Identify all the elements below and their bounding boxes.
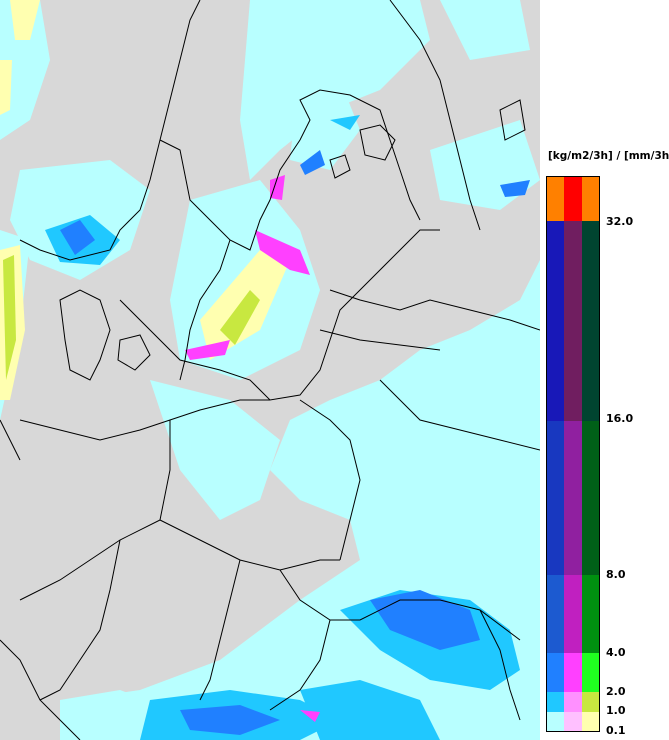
legend-class-5 <box>547 692 599 712</box>
legend: [kg/m2/3h] / [mm/3h] 32.0 16.0 8.0 4.0 2.0 1.… <box>540 0 669 740</box>
legend-class-1 <box>547 221 599 421</box>
legend-swatch <box>581 421 599 575</box>
legend-class-6 <box>547 712 599 731</box>
legend-swatch <box>547 653 565 692</box>
legend-unit-label: [kg/m2/3h] / [mm/3h] <box>548 150 669 162</box>
legend-class-0 <box>547 177 599 221</box>
legend-swatch <box>547 221 565 421</box>
legend-tick-label: 0.1 <box>606 724 626 737</box>
legend-swatch <box>581 653 599 692</box>
legend-tick-label: 32.0 <box>606 215 634 228</box>
legend-swatch <box>564 653 582 692</box>
precip-heavy-layer <box>60 150 530 735</box>
legend-swatch <box>581 177 599 221</box>
legend-swatch <box>564 421 582 575</box>
precipitation-map <box>0 0 540 740</box>
legend-color-bar <box>546 176 600 732</box>
legend-swatch <box>581 575 599 653</box>
legend-swatch <box>547 421 565 575</box>
legend-tick-label: 4.0 <box>606 646 626 659</box>
legend-tick-label: 8.0 <box>606 568 626 581</box>
legend-class-3 <box>547 575 599 653</box>
legend-tick-label: 1.0 <box>606 704 626 717</box>
legend-class-2 <box>547 421 599 575</box>
legend-swatch <box>564 692 582 712</box>
legend-swatch <box>547 575 565 653</box>
legend-swatch <box>564 221 582 421</box>
legend-swatch <box>547 712 565 731</box>
legend-swatch <box>581 692 599 712</box>
legend-swatch <box>547 177 565 221</box>
legend-swatch <box>581 712 599 731</box>
coastlines-borders <box>0 0 540 740</box>
legend-swatch <box>564 177 582 221</box>
legend-tick-label: 16.0 <box>606 412 634 425</box>
precip-snow-moderate-layer <box>3 255 260 380</box>
legend-swatch <box>581 221 599 421</box>
map-canvas <box>0 0 540 740</box>
precip-mixed-layer <box>185 175 320 722</box>
legend-swatch <box>564 575 582 653</box>
legend-class-4 <box>547 653 599 692</box>
legend-tick-label: 2.0 <box>606 685 626 698</box>
legend-swatch <box>547 692 565 712</box>
legend-swatch <box>564 712 582 731</box>
